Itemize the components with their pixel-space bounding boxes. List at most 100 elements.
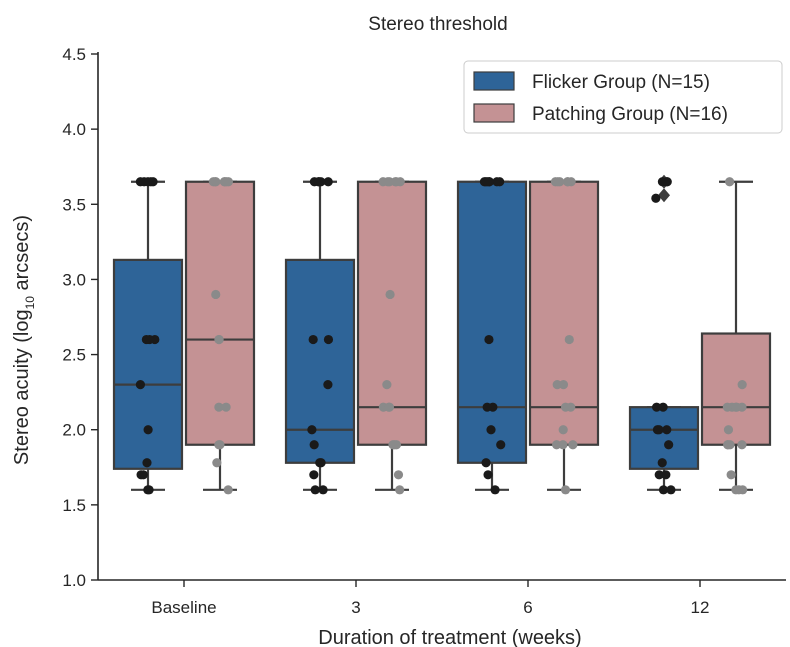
x-tick-label: Baseline bbox=[151, 598, 216, 617]
data-point bbox=[662, 177, 672, 187]
data-point bbox=[484, 334, 494, 345]
data-point bbox=[310, 485, 320, 495]
data-point bbox=[308, 334, 318, 345]
y-tick-label: 4.0 bbox=[62, 120, 86, 139]
data-point bbox=[307, 425, 317, 435]
data-point bbox=[482, 177, 492, 187]
data-point bbox=[393, 470, 404, 480]
data-point bbox=[495, 177, 505, 187]
box-group bbox=[284, 177, 356, 495]
data-point bbox=[738, 485, 748, 495]
data-point bbox=[723, 440, 733, 450]
data-point bbox=[737, 380, 747, 390]
y-tick-label: 1.0 bbox=[62, 571, 86, 590]
data-point bbox=[382, 380, 392, 390]
data-point bbox=[560, 485, 571, 495]
data-point bbox=[142, 458, 152, 468]
data-point bbox=[658, 402, 668, 412]
data-point bbox=[385, 289, 395, 300]
data-point bbox=[378, 177, 388, 187]
data-point bbox=[481, 458, 491, 468]
data-point bbox=[496, 440, 506, 450]
data-point bbox=[323, 380, 333, 390]
outlier-marker bbox=[658, 188, 670, 203]
data-point bbox=[737, 440, 747, 450]
legend-frame bbox=[463, 60, 783, 134]
data-point bbox=[215, 440, 225, 450]
data-point bbox=[664, 440, 674, 450]
data-point bbox=[384, 402, 395, 412]
data-point bbox=[212, 458, 222, 468]
chart-title: Stereo threshold bbox=[368, 14, 507, 35]
y-tick-label: 1.5 bbox=[62, 496, 86, 515]
data-point bbox=[657, 458, 667, 468]
data-point bbox=[143, 177, 153, 187]
legend-label-patching: Patching Group (N=16) bbox=[532, 104, 728, 125]
y-tick-label: 2.0 bbox=[62, 421, 86, 440]
data-point bbox=[318, 485, 328, 495]
box bbox=[284, 258, 356, 464]
data-point bbox=[661, 470, 671, 480]
data-point bbox=[309, 440, 319, 450]
y-axis-label: Stereo acuity (log10 arcsecs) bbox=[11, 215, 37, 465]
data-point bbox=[658, 485, 669, 495]
data-point bbox=[223, 485, 233, 495]
x-tick-label: 6 bbox=[523, 598, 532, 617]
y-axis-label-subscript: 10 bbox=[23, 296, 37, 310]
data-point bbox=[568, 440, 578, 450]
data-point bbox=[395, 177, 405, 187]
data-point bbox=[309, 470, 319, 480]
data-point bbox=[560, 402, 571, 412]
data-point bbox=[384, 177, 395, 187]
data-point bbox=[211, 177, 221, 187]
data-point bbox=[211, 289, 221, 300]
box-group bbox=[700, 177, 772, 495]
data-point bbox=[564, 334, 574, 345]
data-point bbox=[395, 485, 405, 495]
data-point bbox=[488, 402, 498, 412]
data-point bbox=[552, 380, 562, 390]
box bbox=[628, 406, 700, 470]
data-point bbox=[323, 334, 334, 345]
box-group bbox=[356, 177, 428, 495]
data-point bbox=[483, 470, 493, 480]
data-point bbox=[553, 177, 563, 187]
box bbox=[456, 180, 528, 464]
y-axis: 1.0 1.5 2.0 2.5 3.0 3.5 4.0 4.5 bbox=[62, 45, 99, 590]
data-point bbox=[652, 402, 662, 412]
legend-swatch-patching bbox=[473, 103, 515, 123]
x-tick-label: 12 bbox=[691, 598, 710, 617]
data-point bbox=[731, 402, 741, 412]
box bbox=[112, 258, 184, 470]
box-group bbox=[456, 177, 528, 495]
box bbox=[356, 180, 428, 446]
y-tick-label: 2.5 bbox=[62, 346, 86, 365]
data-point bbox=[654, 425, 664, 435]
box bbox=[184, 180, 256, 446]
plot-area bbox=[112, 174, 772, 495]
data-point bbox=[143, 425, 153, 435]
data-point bbox=[490, 485, 500, 495]
data-point bbox=[552, 440, 562, 450]
data-point bbox=[221, 402, 231, 412]
data-point bbox=[323, 177, 333, 187]
y-axis-label-prefix: Stereo acuity (log bbox=[11, 309, 33, 465]
x-axis-label: Duration of treatment (weeks) bbox=[318, 627, 581, 647]
data-point bbox=[135, 177, 145, 187]
legend: Flicker Group (N=15) Patching Group (N=1… bbox=[463, 60, 783, 134]
x-axis: Baseline 3 6 12 bbox=[98, 579, 786, 617]
data-point bbox=[316, 177, 326, 187]
data-point bbox=[562, 177, 573, 187]
y-tick-label: 4.5 bbox=[62, 45, 86, 64]
data-point bbox=[486, 425, 496, 435]
data-point bbox=[315, 458, 325, 468]
legend-label-flicker: Flicker Group (N=15) bbox=[532, 72, 710, 93]
data-point bbox=[651, 193, 661, 203]
data-point bbox=[135, 380, 146, 390]
y-tick-label: 3.5 bbox=[62, 195, 86, 214]
box-group bbox=[184, 177, 256, 495]
data-point bbox=[726, 470, 736, 480]
data-point bbox=[214, 334, 224, 345]
data-point bbox=[558, 425, 568, 435]
